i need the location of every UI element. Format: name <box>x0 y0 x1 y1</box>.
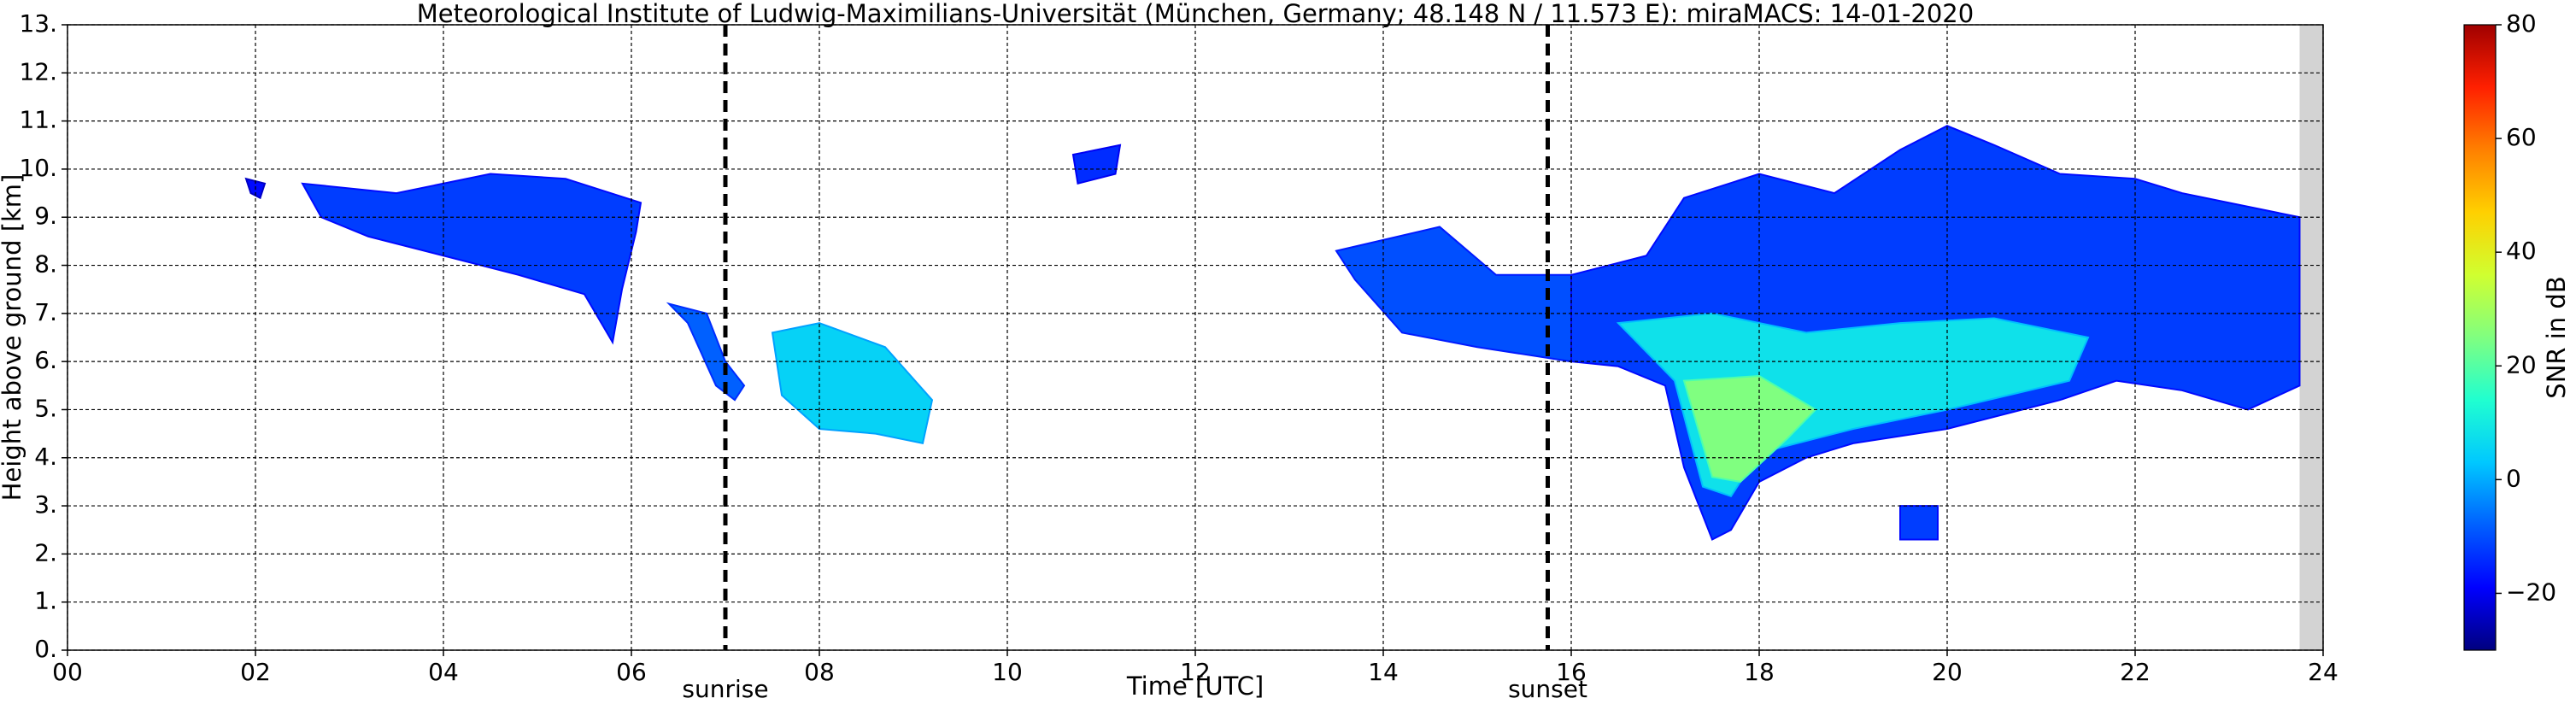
x-axis-label: Time [UTC] <box>1126 672 1264 701</box>
colorbar-tick-label: 20 <box>2506 350 2537 378</box>
colorbar-tick-label: 40 <box>2506 237 2537 265</box>
x-tick-label: 10 <box>992 658 1023 686</box>
x-tick-label: 24 <box>2308 658 2338 686</box>
annotation-label: sunset <box>1508 675 1587 703</box>
y-tick-label: 9. <box>34 202 57 230</box>
y-tick-label: 2. <box>34 538 57 566</box>
radar-echo <box>666 302 746 402</box>
radar-echo <box>1335 226 1572 363</box>
y-tick-label: 6. <box>34 346 57 374</box>
x-tick-label: 02 <box>240 658 271 686</box>
x-tick-label: 08 <box>804 658 835 686</box>
colorbar-tick-label: −20 <box>2506 578 2556 606</box>
y-tick-label: 0. <box>34 635 57 663</box>
radar-echo <box>301 173 643 345</box>
x-tick-label: 04 <box>428 658 459 686</box>
radar-echo <box>1071 144 1122 185</box>
annotation-label: sunrise <box>682 675 768 703</box>
plot-frame <box>67 24 2324 651</box>
y-tick-label: 11. <box>19 106 57 134</box>
y-tick-label: 13. <box>19 9 57 38</box>
y-tick-label: 7. <box>34 298 57 326</box>
colorbar-tick-label: 60 <box>2506 123 2537 151</box>
colorbar-label: SNR in dB <box>2542 276 2571 398</box>
colorbar <box>2463 24 2497 651</box>
x-tick-label: 14 <box>1368 658 1399 686</box>
radar-echo <box>1899 505 1939 541</box>
y-tick-label: 8. <box>34 250 57 279</box>
y-axis-label: Height above ground [km] <box>0 174 26 502</box>
y-tick-label: 1. <box>34 587 57 615</box>
y-tick-label: 12. <box>19 57 57 85</box>
x-tick-label: 20 <box>1932 658 1963 686</box>
y-tick-label: 4. <box>34 443 57 471</box>
y-tick-label: 10. <box>19 154 57 182</box>
x-tick-label: 16 <box>1556 658 1587 686</box>
x-tick-label: 00 <box>52 658 83 686</box>
no-data-band <box>2299 25 2323 650</box>
x-tick-label: 22 <box>2120 658 2151 686</box>
radar-echo <box>1682 375 1817 483</box>
colorbar-tick-label: 0 <box>2506 464 2521 492</box>
y-tick-label: 3. <box>34 490 57 519</box>
x-tick-label: 06 <box>616 658 647 686</box>
x-tick-label: 12 <box>1180 658 1211 686</box>
colorbar-tick-label: 80 <box>2506 9 2537 38</box>
y-tick-label: 5. <box>34 394 57 422</box>
chart-title: Meteorological Institute of Ludwig-Maxim… <box>417 0 1974 28</box>
x-tick-label: 18 <box>1744 658 1775 686</box>
radar-echo <box>771 322 934 445</box>
